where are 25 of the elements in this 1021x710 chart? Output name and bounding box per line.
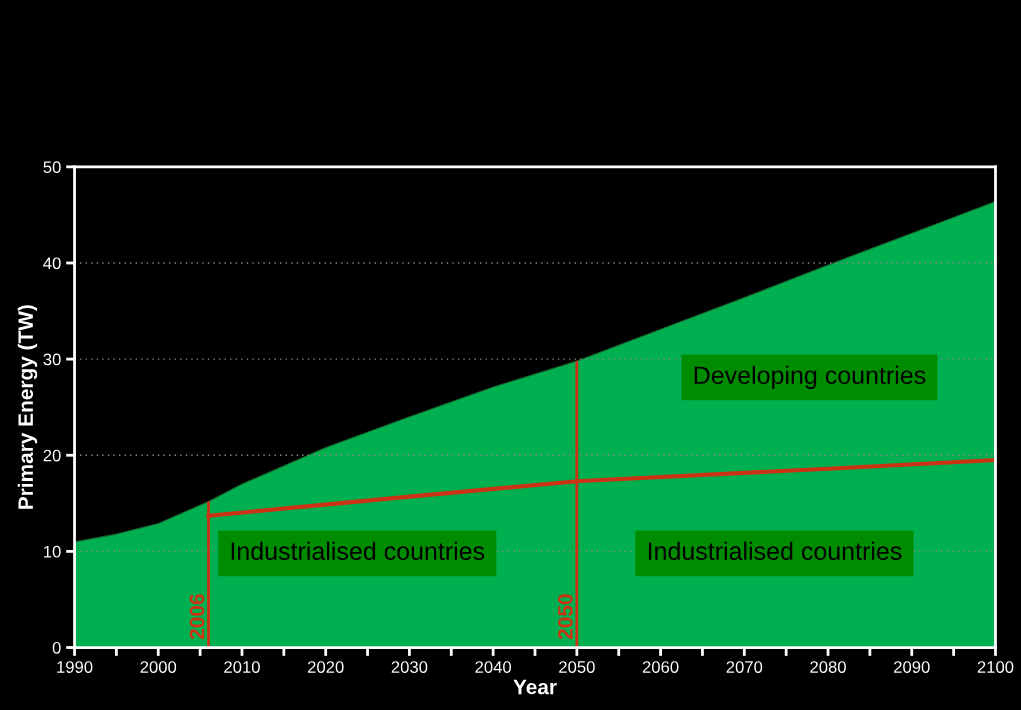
annotation: Industrialised countries — [648, 541, 902, 561]
annotation: Industrialised countries — [231, 541, 485, 561]
x-tick-label: 2020 — [308, 661, 344, 673]
y-tick-label: 0 — [52, 641, 61, 654]
x-tick-label: 2060 — [642, 661, 679, 673]
x-tick-label: 2040 — [475, 661, 512, 673]
y-tick-label: 20 — [43, 449, 61, 462]
x-tick-label: 2100 — [977, 661, 1014, 673]
annotation: Developing countries — [694, 365, 926, 390]
x-tick-label: 2000 — [140, 661, 177, 673]
y-tick-label: 10 — [44, 545, 61, 558]
x-tick-label: 2050 — [559, 661, 595, 673]
x-tick-label: 2030 — [391, 661, 428, 673]
x-tick-label: 2070 — [726, 661, 763, 673]
x-tick-label: 2090 — [894, 661, 930, 673]
x-tick-label: 2080 — [810, 661, 846, 673]
x-tick-label: 1990 — [57, 661, 93, 673]
x-axis-title: Year — [513, 679, 557, 695]
x-tick-label: 2010 — [224, 661, 260, 673]
ref-line-label: 2050 — [557, 594, 573, 640]
ref-line-label: 2006 — [189, 594, 205, 640]
y-tick-label: 50 — [43, 161, 61, 174]
y-axis-title: Primary Energy (TW) — [17, 305, 38, 509]
y-tick-label: 40 — [43, 257, 61, 270]
y-tick-label: 30 — [43, 353, 61, 366]
